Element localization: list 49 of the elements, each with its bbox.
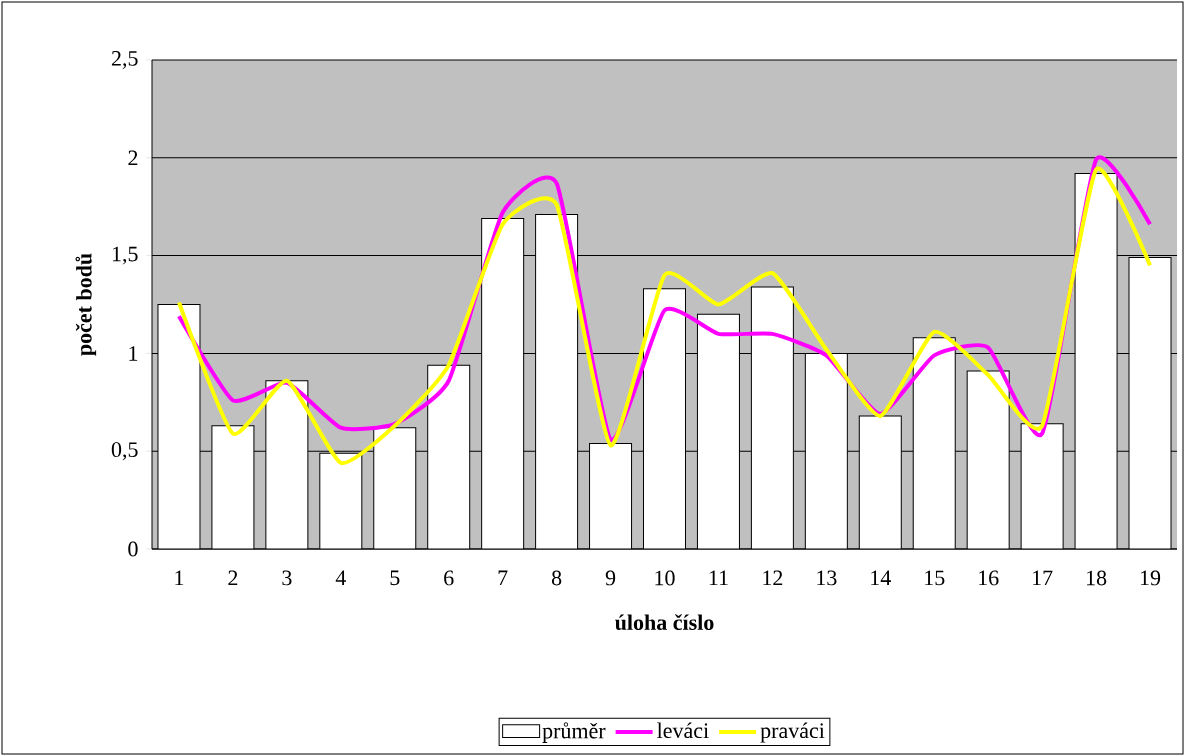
bar	[265, 380, 309, 549]
bar	[696, 313, 740, 549]
y-tick-label: 0	[128, 541, 138, 557]
bar	[1128, 257, 1172, 549]
legend-label: průměr	[542, 722, 606, 743]
x-tick-label: 2	[228, 570, 238, 586]
bar	[157, 304, 201, 549]
bar	[535, 214, 579, 549]
y-tick-label: 1,5	[112, 246, 138, 265]
bar	[804, 352, 848, 549]
x-tick-label: 9	[605, 570, 616, 586]
y-tick-label: 0,5	[111, 442, 138, 461]
x-tick-label: 1	[175, 570, 184, 586]
bar	[1020, 423, 1064, 549]
x-tick-label: 15	[925, 570, 945, 586]
bar	[1074, 172, 1118, 549]
x-tick-label: 14	[871, 570, 891, 586]
y-axis-title: počet bodů	[75, 253, 97, 356]
y-tick-label: 1	[129, 346, 138, 361]
bar	[319, 452, 363, 549]
bar	[589, 442, 633, 549]
x-tick-label: 13	[817, 570, 837, 586]
y-tick-label: 2	[128, 150, 138, 166]
x-tick-label: 6	[444, 570, 454, 586]
bar	[373, 427, 417, 549]
x-tick-label: 17	[1033, 570, 1053, 586]
bar	[750, 286, 794, 549]
x-tick-label: 5	[390, 570, 400, 586]
x-axis-title: úloha číslo	[615, 614, 714, 631]
bar	[427, 364, 471, 549]
legend-label: praváci	[760, 722, 825, 743]
bar	[966, 370, 1010, 549]
bar	[643, 288, 686, 549]
x-tick-label: 8	[551, 570, 562, 586]
x-tick-label: 18	[1086, 570, 1107, 586]
x-tick-label: 3	[282, 570, 292, 586]
bar	[211, 425, 255, 549]
x-tick-label: 7	[498, 570, 508, 585]
x-tick-label: 11	[709, 570, 728, 586]
bar	[912, 337, 956, 549]
y-tick-label: 2,5	[111, 51, 138, 69]
x-tick-label: 4	[335, 570, 346, 586]
x-tick-label: 12	[763, 570, 783, 586]
x-tick-label: 19	[1140, 570, 1161, 586]
x-tick-label: 10	[655, 570, 675, 586]
bar	[481, 217, 525, 549]
legend-label: leváci	[657, 722, 709, 739]
x-tick-label: 16	[979, 570, 999, 586]
bar	[858, 415, 902, 549]
